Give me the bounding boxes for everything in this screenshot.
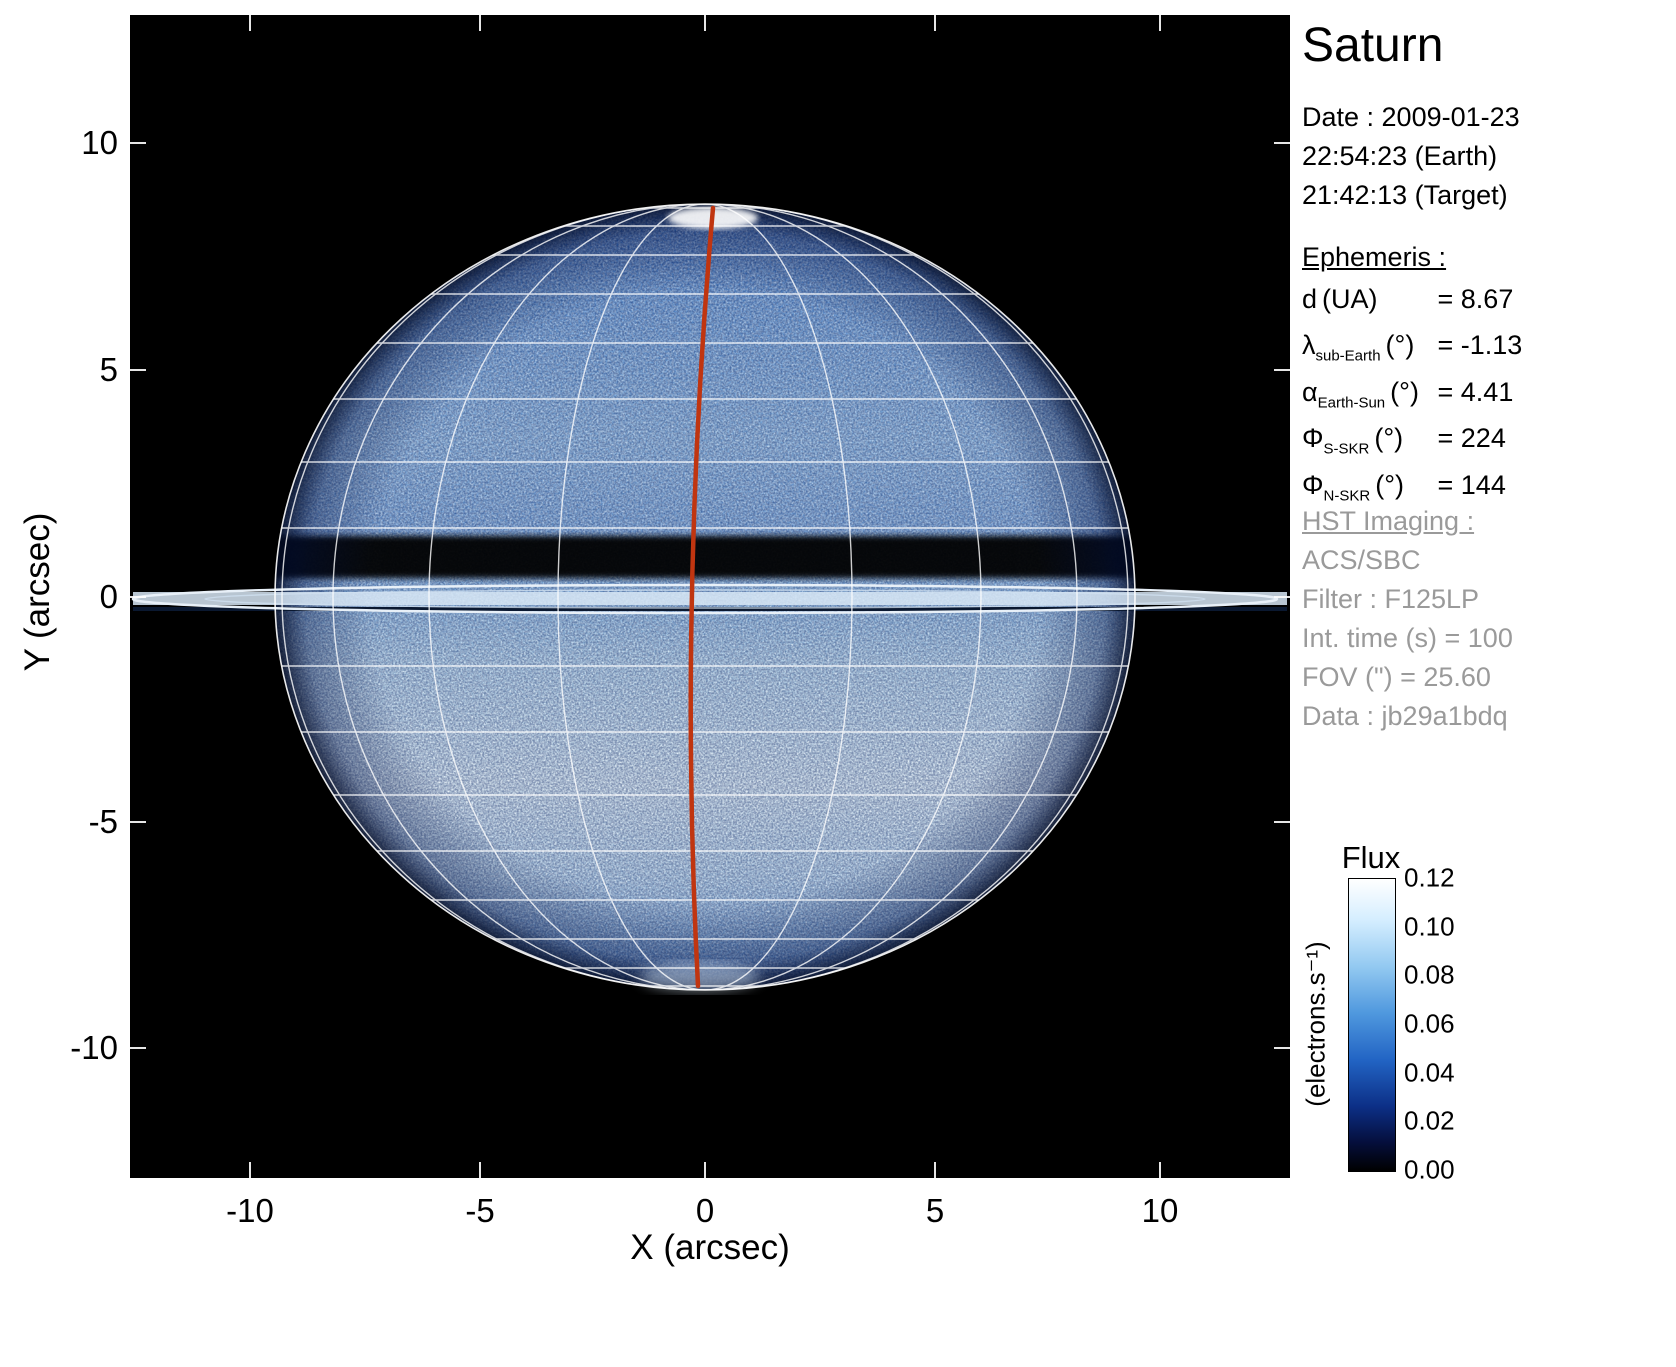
colorbar-tick: 0.10	[1404, 911, 1455, 942]
hst-instrument: ACS/SBC	[1302, 545, 1421, 575]
page-title: Saturn	[1302, 19, 1444, 72]
target-time-line: 21:42:13 (Target)	[1302, 180, 1508, 210]
ephemeris-row-phi-s: ΦS-SKR (°) = 224	[1302, 423, 1522, 457]
x-tick-label: 0	[695, 1192, 715, 1229]
x-axis-title: X (arcsec)	[630, 1228, 790, 1267]
ephemeris-subscript: Earth-Sun	[1317, 394, 1386, 412]
ephemeris-value: = -1.13	[1437, 330, 1523, 361]
earth-time-line: 22:54:23 (Earth)	[1302, 141, 1498, 171]
planet-limb-outline	[274, 203, 1136, 991]
colorbar-tick: 0.00	[1404, 1154, 1455, 1185]
ephemeris-value: = 4.41	[1437, 376, 1514, 407]
y-tick-label: 5	[99, 351, 118, 388]
ephemeris-symbol: α	[1302, 376, 1318, 407]
hst-imaging-header: HST Imaging :	[1302, 506, 1475, 536]
flux-colorbar	[1348, 878, 1396, 1172]
ephemeris-symbol: Φ	[1302, 469, 1324, 500]
axis-tick-marks	[130, 15, 1290, 1178]
y-axis-title: Y (arcsec)	[18, 512, 57, 672]
ephemeris-value: = 144	[1437, 469, 1506, 500]
y-tick-label: 0	[99, 578, 118, 615]
colorbar-unit-label: (electrons.s⁻¹)	[1300, 941, 1331, 1107]
x-tick-label: 5	[925, 1192, 945, 1229]
colorbar-tick-labels: 0.12 0.10 0.08 0.06 0.04 0.02 0.00	[1404, 863, 1504, 1185]
ephemeris-value: = 8.67	[1437, 284, 1514, 314]
y-tick-label: 10	[81, 124, 118, 161]
ephemeris-row-phi-n: ΦN-SKR (°) = 144	[1302, 470, 1522, 504]
central-meridian-line	[688, 205, 716, 989]
ephemeris-unit: (°)	[1374, 423, 1404, 454]
x-tick-label: -10	[226, 1192, 274, 1229]
ephemeris-row-alpha: αEarth-Sun (°) = 4.41	[1302, 377, 1522, 411]
ephemeris-unit: (UA)	[1322, 284, 1378, 314]
colorbar-tick: 0.12	[1404, 862, 1455, 893]
colorbar-tick: 0.04	[1404, 1057, 1455, 1088]
date-block: Date : 2009-01-23 22:54:23 (Earth) 21:42…	[1302, 98, 1520, 215]
ephemeris-unit: (°)	[1375, 469, 1404, 500]
ephemeris-header: Ephemeris :	[1302, 242, 1447, 272]
ephemeris-symbol: d	[1302, 284, 1318, 314]
ephemeris-row-d: d (UA) = 8.67	[1302, 284, 1522, 318]
hst-int-time: Int. time (s) = 100	[1302, 623, 1513, 653]
ephemeris-subscript: S-SKR	[1323, 440, 1370, 458]
y-tick-label: -5	[88, 803, 118, 840]
ephemeris-subscript: N-SKR	[1323, 486, 1371, 504]
ephemeris-subscript: sub-Earth	[1315, 347, 1381, 365]
ephemeris-row-lambda: λsub-Earth (°) = -1.13	[1302, 330, 1522, 364]
hst-dataset: Data : jb29a1bdq	[1302, 701, 1508, 731]
hst-fov: FOV (") = 25.60	[1302, 662, 1491, 692]
saturn-plot	[130, 15, 1290, 1178]
ephemeris-value: = 224	[1437, 423, 1506, 454]
ephemeris-rows: d (UA) = 8.67 λsub-Earth (°) = -1.13 αEart…	[1302, 284, 1522, 516]
y-tick-label: -10	[70, 1029, 118, 1066]
colorbar-tick: 0.02	[1404, 1105, 1455, 1136]
date-line: Date : 2009-01-23	[1302, 102, 1520, 132]
ephemeris-symbol: Φ	[1302, 423, 1324, 454]
colorbar-tick: 0.08	[1404, 959, 1455, 990]
hst-imaging-block: HST Imaging : ACS/SBC Filter : F125LP In…	[1302, 502, 1513, 736]
colorbar-tick: 0.06	[1404, 1008, 1455, 1039]
ring-system	[131, 583, 1287, 615]
colorbar-title: Flux	[1341, 840, 1401, 875]
x-tick-label: -5	[465, 1192, 495, 1229]
ephemeris-symbol: λ	[1302, 330, 1316, 361]
hst-filter: Filter : F125LP	[1302, 584, 1480, 614]
saturn-image	[130, 15, 1290, 1178]
x-tick-label: 10	[1141, 1192, 1179, 1229]
ephemeris-unit: (°)	[1385, 330, 1415, 361]
ephemeris-unit: (°)	[1390, 376, 1419, 407]
